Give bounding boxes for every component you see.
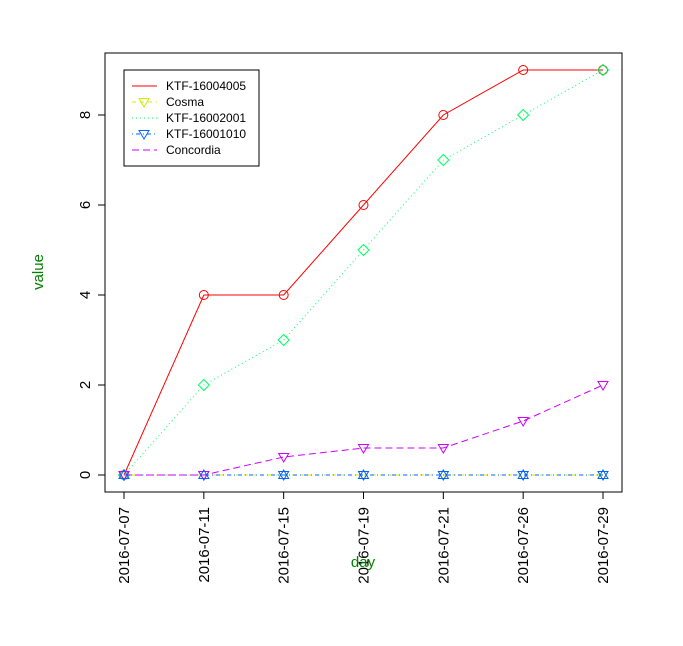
data-point: [277, 469, 290, 479]
y-axis: 0 2 4 6 8: [77, 111, 105, 479]
data-point: [516, 108, 530, 122]
legend-label: KTF-16002001: [166, 111, 246, 125]
data-point: [517, 469, 530, 479]
y-tick-label: 2: [77, 381, 94, 389]
series-ktf-16004005: [119, 65, 608, 480]
x-tick-label: 2016-07-21: [435, 507, 452, 584]
legend-label: KTF-16004005: [166, 79, 246, 93]
data-point: [197, 471, 210, 481]
data-point: [517, 417, 530, 427]
x-tick-label: 2016-07-07: [116, 507, 133, 584]
data-point: [357, 444, 370, 454]
data-point: [518, 65, 529, 75]
data-point: [357, 469, 370, 479]
y-axis-title: value: [30, 254, 47, 290]
data-point: [438, 110, 449, 120]
data-point: [357, 243, 370, 257]
data-point: [437, 471, 450, 481]
data-point: [437, 444, 450, 454]
legend-marker: [138, 130, 150, 140]
series-layer: [117, 63, 610, 482]
extra-markers: [118, 469, 609, 479]
data-point: [198, 290, 209, 300]
data-point: [197, 378, 211, 392]
legend-marker: [138, 98, 150, 108]
data-point: [437, 469, 450, 479]
x-axis: 2016-07-07 2016-07-11 2016-07-15 2016-07-19…: [116, 492, 612, 584]
legend-label: Concordia: [166, 143, 221, 157]
data-point: [277, 471, 290, 481]
x-axis-title: day: [351, 554, 376, 571]
y-tick-label: 0: [77, 471, 94, 479]
data-point: [278, 290, 289, 300]
data-point: [357, 471, 370, 481]
legend: KTF-16004005 Cosma KTF-16002001 KTF-1600101…: [123, 69, 260, 167]
x-tick-label: 2016-07-15: [276, 507, 293, 584]
series-line: [124, 384, 604, 476]
data-point: [118, 471, 130, 481]
x-tick-label: 2016-07-26: [515, 507, 532, 584]
data-point: [598, 65, 608, 75]
y-tick-label: 6: [77, 201, 94, 209]
series-line: [123, 69, 604, 476]
data-point: [277, 333, 290, 347]
y-tick-label: 4: [77, 291, 94, 299]
data-point: [277, 453, 290, 463]
data-point: [118, 469, 130, 479]
y-tick-label: 8: [77, 111, 94, 119]
x-tick-label: 2016-07-11: [196, 507, 213, 583]
data-point: [197, 469, 210, 479]
data-point: [358, 200, 369, 210]
series-ktf-16002001: [117, 63, 610, 482]
data-point: [517, 471, 530, 481]
x-tick-label: 2016-07-19: [356, 507, 373, 584]
data-point: [597, 469, 609, 479]
data-point: [597, 381, 609, 391]
data-point: [596, 63, 610, 77]
series-concordia: [118, 381, 609, 481]
series-line: [123, 69, 603, 476]
x-tick-label: 2016-07-29: [595, 507, 612, 584]
data-point: [437, 153, 450, 167]
legend-label: KTF-16001010: [166, 127, 246, 141]
data-point: [597, 471, 609, 481]
legend-label: Cosma: [166, 95, 204, 109]
